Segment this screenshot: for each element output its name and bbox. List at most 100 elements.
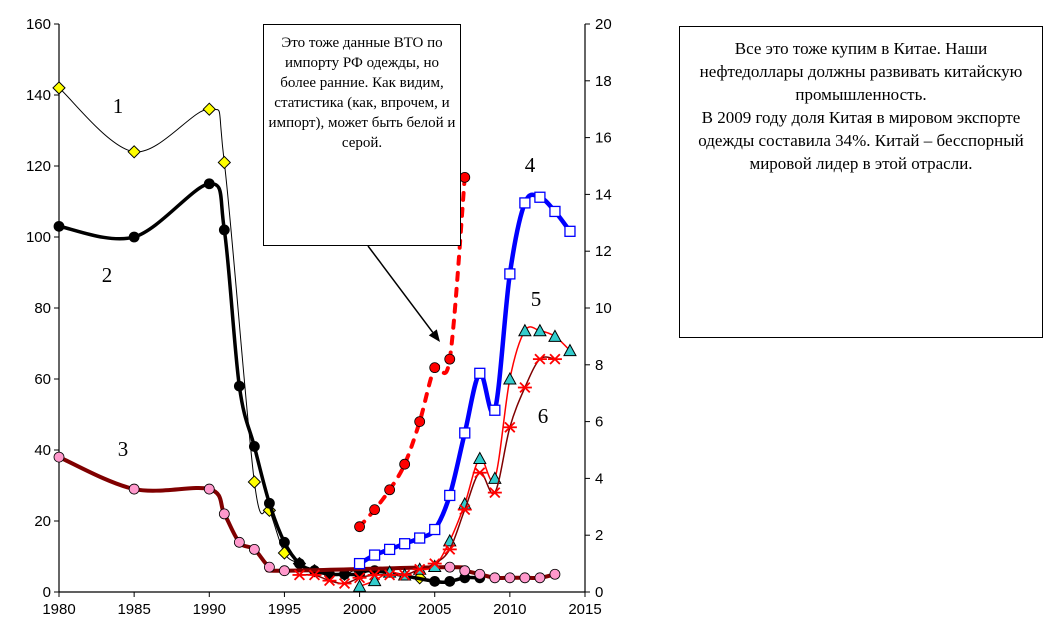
star-stroke [354,572,366,584]
star-stroke [474,467,486,479]
series-label-bg [108,94,128,118]
series-3 [53,451,561,584]
series-line [357,192,573,566]
data-point [202,102,216,116]
series-label-2: 2 [102,263,113,287]
series-layer [52,81,577,592]
y-right-tick-label: 16 [595,130,612,147]
y-left-tick-label: 120 [26,158,51,175]
series-6 [292,353,562,590]
data-point [442,543,457,555]
data-point [532,353,547,365]
data-point [459,171,471,183]
note-line-1: Все это тоже купим в Китае. Наши нефтедо… [699,39,1023,104]
star-stroke [323,575,336,587]
data-point [429,362,441,374]
y-right-tick-label: 6 [595,414,603,431]
data-point [489,404,501,416]
x-tick-label: 2010 [493,601,526,618]
data-point [457,504,472,516]
data-point [429,575,441,587]
data-point [53,451,65,463]
series-label-bg [113,437,133,461]
data-point [367,573,382,587]
data-point [279,536,290,548]
data-point [519,572,531,584]
data-point [459,565,471,577]
star-stroke [414,563,426,575]
y-right-tick-label: 18 [595,73,612,90]
x-tick-label: 1995 [268,601,301,618]
star-stroke [384,569,396,581]
data-point [548,329,562,342]
callout-arrow [367,245,434,333]
star-stroke [293,569,305,581]
data-point [53,220,65,232]
data-point [263,561,275,573]
data-point [127,145,141,159]
series-label-4: 4 [525,153,536,177]
series-number-labels: 1 2 3 4 5 6 [97,94,553,461]
y-left-tick-label: 140 [26,87,51,104]
data-point [427,558,442,570]
callout-box: Это тоже данные ВТО по импорту РФ одежды… [263,24,461,246]
data-point [534,191,546,203]
data-point [487,471,502,484]
series-label-6: 6 [538,404,549,428]
x-tick-label: 2005 [418,601,451,618]
series-label-5: 5 [531,287,542,311]
data-point [382,569,397,581]
data-point [444,575,456,587]
data-point [429,523,441,536]
series-label-bg [520,153,540,177]
data-point [383,543,396,556]
data-point [352,579,367,592]
data-point [294,558,305,569]
y-right-tick-label: 20 [595,16,612,33]
data-point [549,568,561,580]
y-left-tick-label: 20 [34,513,51,530]
star-stroke [519,381,531,394]
x-tick-label: 1990 [193,601,226,618]
data-point [397,569,412,581]
data-point [217,155,232,170]
x-tick-label: 1980 [42,601,75,618]
data-point [354,521,365,533]
axes: 1980 1985 1990 1995 2000 2005 2010 201502040608… [26,16,612,618]
star-stroke [489,487,501,499]
y-right-tick-label: 2 [595,527,603,544]
series-label-1: 1 [113,94,124,118]
data-point [517,381,532,394]
data-point [263,497,275,509]
callout-text: Это тоже данные ВТО по импорту РФ одежды… [268,35,456,151]
series-label-3: 3 [118,437,129,461]
star-stroke [308,569,321,581]
data-point [352,572,367,584]
data-point [444,353,456,365]
star-stroke [459,504,471,516]
data-point [414,532,426,544]
series-data-wto-red [354,171,471,533]
series-label-bg [526,287,546,311]
data-point [203,178,215,190]
data-point [563,343,577,357]
data-point [519,197,531,209]
data-point [472,467,487,479]
data-point [218,508,230,520]
data-point [503,371,517,385]
data-point [534,572,546,584]
data-point [533,323,547,337]
data-point [337,577,352,590]
star-stroke [444,543,456,555]
data-point [369,504,381,516]
data-point [504,268,516,280]
x-tick-label: 2015 [568,601,601,618]
y-left-tick-label: 100 [26,229,51,246]
y-right-tick-label: 12 [595,243,612,260]
data-point [472,451,487,465]
data-point [248,544,260,555]
y-left-tick-label: 160 [26,16,51,33]
star-stroke [504,421,516,433]
data-point [218,224,230,236]
